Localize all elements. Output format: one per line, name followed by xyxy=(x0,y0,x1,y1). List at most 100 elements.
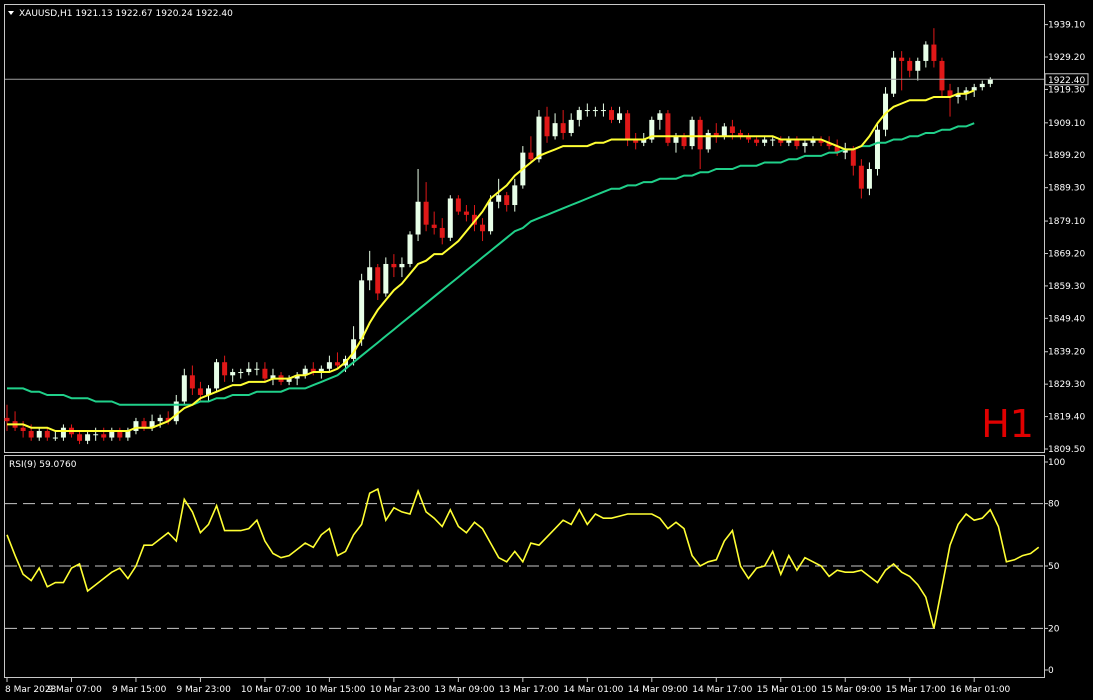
candle-body xyxy=(544,116,550,137)
rsi-level-lines xyxy=(5,503,1044,629)
price-tick-label: 1899.20 xyxy=(1048,151,1085,161)
time-tick-label: 13 Mar 17:00 xyxy=(499,685,559,695)
candle-body xyxy=(447,198,453,238)
moving-average-slow xyxy=(7,122,975,406)
time-tick-label: 9 Mar 15:00 xyxy=(112,685,167,695)
candle-body xyxy=(899,57,905,61)
candle-body xyxy=(713,132,719,137)
time-tick-label: 8 Mar 2023 xyxy=(5,685,56,695)
candle-body xyxy=(512,185,518,206)
time-tick-label: 10 Mar 23:00 xyxy=(370,685,430,695)
candle-body xyxy=(576,110,582,120)
candle-body xyxy=(786,139,792,143)
candle-body xyxy=(230,372,236,376)
candle-body xyxy=(584,110,590,112)
candle-body xyxy=(600,110,606,112)
candle-body xyxy=(915,60,921,71)
candle-body xyxy=(641,139,647,143)
rsi-tick-label: 0 xyxy=(1048,666,1054,676)
current-price-label: 1922.40 xyxy=(1048,76,1085,86)
candle-body xyxy=(173,401,179,422)
candle-body xyxy=(181,375,187,402)
candle-body xyxy=(310,368,316,373)
candle-body xyxy=(842,149,848,153)
price-tick-label: 1849.40 xyxy=(1048,314,1085,324)
candle-body xyxy=(101,434,107,438)
candle-body xyxy=(907,60,913,71)
candle-body xyxy=(874,129,880,170)
candle-body xyxy=(778,139,784,143)
candle-body xyxy=(866,169,872,189)
candle-body xyxy=(302,368,308,376)
candle-body xyxy=(286,378,292,382)
price-tick-label: 1809.50 xyxy=(1048,445,1085,455)
candlestick-series xyxy=(4,28,993,445)
candle-body xyxy=(681,136,687,147)
candle-body xyxy=(762,139,768,143)
candle-body xyxy=(657,113,663,120)
candle-body xyxy=(109,430,115,438)
symbol-dropdown-icon[interactable] xyxy=(8,11,14,15)
candle-body xyxy=(463,211,469,215)
candle-body xyxy=(488,201,494,232)
time-tick-label: 15 Mar 09:00 xyxy=(821,685,881,695)
candle-body xyxy=(818,139,824,143)
moving-average-lines xyxy=(7,89,975,432)
candle-body xyxy=(165,417,171,422)
current-price-box xyxy=(1044,73,1089,86)
price-tick-label: 1819.40 xyxy=(1048,413,1085,423)
candle-body xyxy=(592,110,598,112)
candle-body xyxy=(439,227,445,238)
candle-body xyxy=(367,267,373,281)
symbol-info-line: XAUUSD,H1 1921.13 1922.67 1920.24 1922.4… xyxy=(19,9,233,19)
rsi-tick-label: 50 xyxy=(1048,562,1060,572)
rsi-tick-label: 20 xyxy=(1048,624,1060,634)
candle-body xyxy=(697,119,703,150)
candle-body xyxy=(375,267,381,294)
candle-body xyxy=(568,119,574,133)
candle-body xyxy=(391,263,397,268)
rsi-panel-label: RSI(9) 59.0760 xyxy=(9,460,77,470)
candle-body xyxy=(633,139,639,143)
candle-body xyxy=(471,214,477,225)
price-tick-label: 1879.10 xyxy=(1048,217,1085,227)
candle-body xyxy=(4,417,10,422)
price-axis: 1939.10 1929.20 1919.30 1909.10 1899.20 1889.… xyxy=(1044,21,1085,455)
candle-body xyxy=(850,149,856,166)
candle-body xyxy=(431,224,437,228)
candle-body xyxy=(826,142,832,147)
candle-body xyxy=(891,57,897,94)
candle-body xyxy=(673,136,679,143)
time-tick-label: 15 Mar 01:00 xyxy=(757,685,817,695)
candle-body xyxy=(117,430,123,438)
candle-body xyxy=(810,139,816,143)
candle-body xyxy=(93,434,99,436)
time-tick-label: 14 Mar 09:00 xyxy=(628,685,688,695)
price-tick-label: 1829.30 xyxy=(1048,380,1085,390)
candle-body xyxy=(133,421,139,431)
candle-body xyxy=(971,87,977,91)
candle-body xyxy=(246,368,252,373)
price-tick-label: 1909.10 xyxy=(1048,119,1085,129)
price-panel-frame xyxy=(4,4,1045,453)
candle-body xyxy=(794,139,800,147)
candle-body xyxy=(351,339,357,359)
price-tick-label: 1859.30 xyxy=(1048,282,1085,292)
candle-body xyxy=(923,44,929,61)
candle-body xyxy=(77,434,83,441)
price-tick-label: 1889.30 xyxy=(1048,184,1085,194)
candle-body xyxy=(528,152,534,160)
rsi-tick-label: 100 xyxy=(1048,458,1065,468)
candle-body xyxy=(705,132,711,150)
time-tick-label: 14 Mar 17:00 xyxy=(692,685,752,695)
candle-body xyxy=(254,368,260,370)
candle-body xyxy=(415,201,421,235)
candle-body xyxy=(270,375,276,379)
candle-body xyxy=(206,388,211,395)
candle-body xyxy=(238,372,244,374)
candle-body xyxy=(504,195,510,206)
timeframe-label: H1 xyxy=(981,402,1034,446)
candle-body xyxy=(721,126,727,137)
